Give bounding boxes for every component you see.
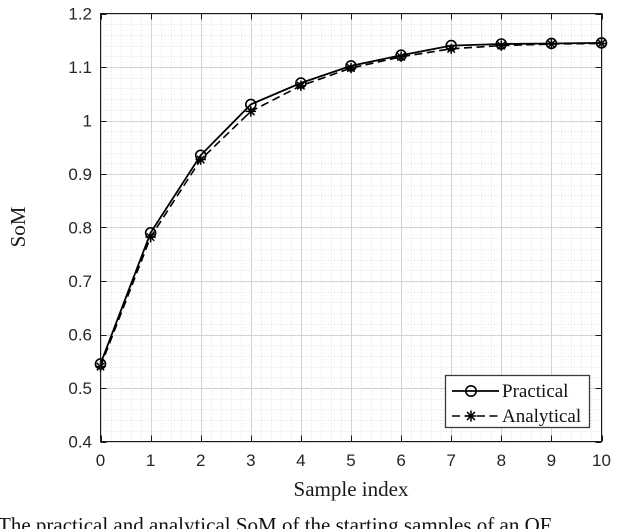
- legend-label-practical: Practical: [502, 381, 568, 402]
- legend: Practical Analytical: [444, 374, 591, 429]
- svg-text:3: 3: [246, 451, 255, 470]
- svg-text:2: 2: [196, 451, 205, 470]
- x-axis-label: Sample index: [294, 477, 409, 501]
- y-axis-label: SoM: [6, 206, 30, 247]
- tick-labels: 0 1 2 3 4 5 6 7 8 9 10 0.4 0.5 0.6 0.7 0.8 0.9 1 1.1 1.2: [68, 5, 611, 471]
- svg-text:7: 7: [446, 451, 455, 470]
- svg-text:1: 1: [83, 112, 92, 131]
- svg-text:0.9: 0.9: [68, 165, 92, 184]
- svg-text:10: 10: [592, 451, 611, 470]
- svg-text:0.7: 0.7: [68, 272, 92, 291]
- svg-text:0.8: 0.8: [68, 219, 92, 238]
- svg-text:0.5: 0.5: [68, 379, 92, 398]
- svg-text:5: 5: [346, 451, 355, 470]
- som-line-chart: 0 1 2 3 4 5 6 7 8 9 10 0.4 0.5 0.6 0.7 0.8 0.9 1 1.1 1.2 So…: [6, 5, 611, 502]
- legend-box: [444, 374, 591, 429]
- svg-text:8: 8: [497, 451, 506, 470]
- svg-text:0.4: 0.4: [68, 433, 92, 452]
- svg-text:0: 0: [96, 451, 105, 470]
- legend-entry-analytical: Analytical: [452, 406, 581, 427]
- svg-text:6: 6: [396, 451, 405, 470]
- svg-text:1: 1: [146, 451, 155, 470]
- svg-text:1.2: 1.2: [68, 5, 92, 24]
- svg-text:4: 4: [296, 451, 305, 470]
- legend-entry-practical: Practical: [452, 381, 568, 402]
- legend-circle-marker-icon: [464, 384, 477, 397]
- axes-box-and-ticks: [100, 13, 603, 443]
- figure-caption: The practical and analytical SoM of the …: [0, 513, 552, 529]
- legend-asterisk-marker-icon: [465, 410, 477, 422]
- svg-text:9: 9: [547, 451, 556, 470]
- svg-text:1.1: 1.1: [68, 58, 92, 77]
- legend-label-analytical: Analytical: [502, 406, 581, 427]
- svg-text:0.6: 0.6: [68, 326, 92, 345]
